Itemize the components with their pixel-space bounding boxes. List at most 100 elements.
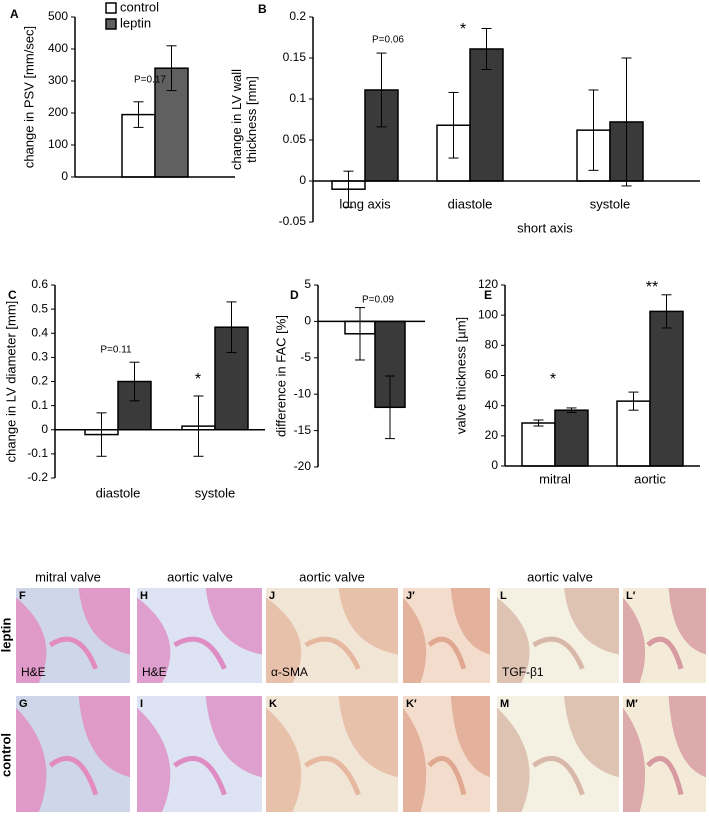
panel-letter: I — [140, 698, 143, 710]
error-bar — [355, 307, 365, 361]
y-tick-label: -5 — [300, 350, 311, 364]
y-tick-label: -0.1 — [27, 446, 48, 460]
y-tick-label: 0.05 — [283, 132, 307, 146]
panel-letter: C — [8, 288, 17, 302]
y-axis-title: thickness [mm] — [244, 76, 259, 163]
y-tick-label: 120 — [478, 277, 498, 291]
panel-letter: F — [19, 590, 26, 602]
y-tick-label: -10 — [294, 386, 312, 400]
leaflet — [532, 636, 585, 670]
panel-letter: K′ — [406, 698, 417, 710]
annotation: * — [550, 371, 556, 388]
error-bar — [376, 52, 387, 128]
leaflet — [173, 636, 227, 670]
annotation: P=0.11 — [100, 345, 132, 356]
leaflet — [48, 756, 99, 796]
panel-letter: L′ — [626, 590, 636, 602]
x-tick-label: systole — [195, 485, 235, 500]
annotation: P=0.06 — [372, 35, 404, 46]
error-bar — [226, 301, 237, 354]
legend-label: leptin — [120, 15, 151, 30]
error-bar — [129, 361, 140, 402]
x-tick-label: mitral — [539, 471, 571, 486]
y-tick-label: 5 — [304, 277, 311, 291]
error-bar — [481, 27, 492, 70]
y-axis-title: change in LV diameter [mm] — [3, 301, 18, 463]
tissue — [16, 696, 130, 812]
y-axis-title: valve thickness [µm] — [453, 317, 468, 434]
panel-letter: A — [10, 7, 19, 21]
error-bar — [533, 419, 544, 427]
error-bar — [385, 375, 395, 440]
y-axis-title: change in LV wall — [229, 69, 244, 170]
y-axis-title: change in PSV [mm/sec] — [21, 26, 36, 168]
tissue — [16, 588, 130, 683]
stain-label: H&E — [142, 665, 167, 679]
error-bar — [566, 407, 577, 413]
group-label: short axis — [517, 220, 573, 235]
panel-letter: H — [140, 590, 148, 602]
y-axis-title: difference in FAC [%] — [273, 315, 288, 437]
legend-swatch — [105, 18, 117, 30]
column-header: aortic valve — [299, 569, 365, 584]
y-tick-label: 0 — [41, 422, 48, 436]
stain-label: TGF-β1 — [502, 665, 544, 679]
y-tick-label: 200 — [48, 105, 68, 119]
tissue — [137, 588, 262, 683]
error-bar — [628, 391, 639, 411]
legend-label: control — [120, 0, 159, 14]
y-tick-label: 100 — [48, 137, 68, 151]
y-tick-label: 0.5 — [31, 301, 48, 315]
tissue — [403, 696, 490, 812]
leaflet — [532, 755, 585, 796]
annotation: P=0.09 — [362, 295, 394, 306]
panel-letter: M′ — [626, 698, 638, 710]
panel-letter: G — [19, 698, 28, 710]
legend-swatch — [105, 2, 117, 14]
y-tick-label: 0.15 — [283, 50, 307, 64]
bar — [554, 409, 589, 467]
y-tick-label: 0.1 — [289, 91, 306, 105]
tissue — [497, 588, 619, 683]
tissue — [266, 696, 398, 812]
error-bar — [621, 57, 632, 187]
tissue — [266, 588, 398, 683]
column-header: mitral valve — [35, 569, 101, 584]
error-bar — [166, 45, 177, 92]
tissue — [403, 588, 490, 683]
y-tick-label: 0 — [304, 314, 311, 328]
y-tick-label: 0.2 — [31, 374, 48, 388]
annotation: P=0.17 — [134, 75, 166, 86]
y-tick-label: 40 — [485, 398, 499, 412]
y-tick-label: 60 — [485, 368, 499, 382]
error-bar — [96, 412, 107, 457]
y-tick-label: -20 — [294, 459, 312, 473]
y-tick-label: 100 — [478, 307, 498, 321]
y-tick-label: -0.2 — [27, 470, 48, 484]
leaflet — [427, 636, 467, 670]
y-tick-label: 400 — [48, 41, 68, 55]
y-tick-label: 0 — [299, 173, 306, 187]
y-tick-label: 20 — [485, 428, 499, 442]
bar — [616, 400, 651, 467]
x-tick-label: diastole — [448, 196, 493, 211]
leaflet — [304, 755, 361, 796]
error-bar — [133, 101, 144, 128]
bar — [521, 422, 556, 467]
tissue — [623, 588, 706, 683]
row-label: control — [0, 733, 13, 777]
annotation: * — [195, 371, 201, 388]
error-bar — [448, 91, 459, 159]
column-header: aortic valve — [167, 569, 233, 584]
leaflet — [427, 756, 467, 796]
annotation: * — [460, 21, 466, 38]
panel-letter: J′ — [406, 590, 415, 602]
error-bar — [343, 170, 354, 208]
stain-label: α-SMA — [271, 665, 308, 679]
column-header: aortic valve — [527, 569, 593, 584]
stain-label: H&E — [21, 665, 46, 679]
panel-letter: J — [269, 590, 275, 602]
y-tick-label: 0 — [61, 169, 68, 183]
y-tick-label: 0.1 — [31, 398, 48, 412]
